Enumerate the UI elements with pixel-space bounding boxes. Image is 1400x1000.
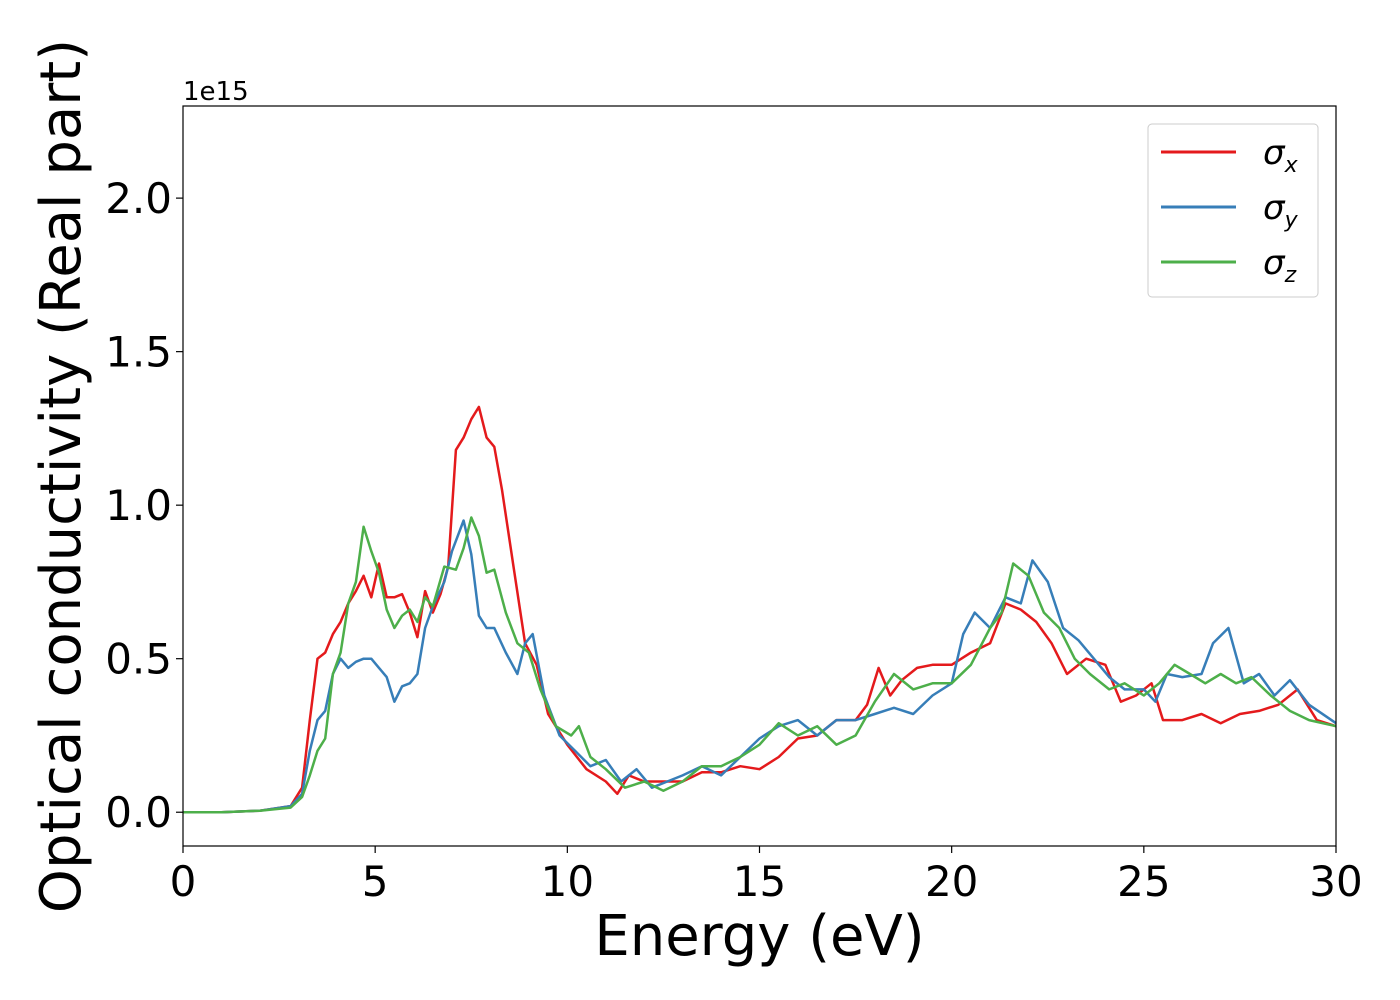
x-tick-label: 0 [170,857,197,906]
legend: σx σy σz [1147,123,1319,298]
y-tick-label: 2.0 [105,174,172,223]
legend-label-sigma-y: σy [1263,188,1299,233]
legend-label-sigma-z: σz [1263,243,1297,288]
x-tick-label: 15 [733,857,786,906]
plot-area [183,405,1337,814]
legend-box [1147,123,1319,298]
y-offset-text: 1e15 [183,77,249,107]
x-tick-label: 30 [1309,857,1362,906]
y-tick-label: 1.5 [105,328,172,377]
series-line-sigma-y [183,519,1337,814]
series-line-sigma-z [183,516,1337,814]
x-axis: 0 5 10 15 20 25 30 [170,846,1363,906]
y-tick-label: 0.0 [105,788,172,837]
y-axis: 0.0 0.5 1.0 1.5 2.0 [105,174,183,837]
y-tick-label: 1.0 [105,481,172,530]
y-tick-label: 0.5 [105,635,172,684]
legend-label-sigma-x: σx [1263,133,1299,178]
y-axis-label: Optical conductivity (Real part) [29,39,94,913]
x-tick-label: 25 [1117,857,1170,906]
x-tick-label: 5 [362,857,389,906]
x-tick-label: 10 [541,857,594,906]
x-axis-label: Energy (eV) [594,904,924,969]
x-tick-label: 20 [925,857,978,906]
